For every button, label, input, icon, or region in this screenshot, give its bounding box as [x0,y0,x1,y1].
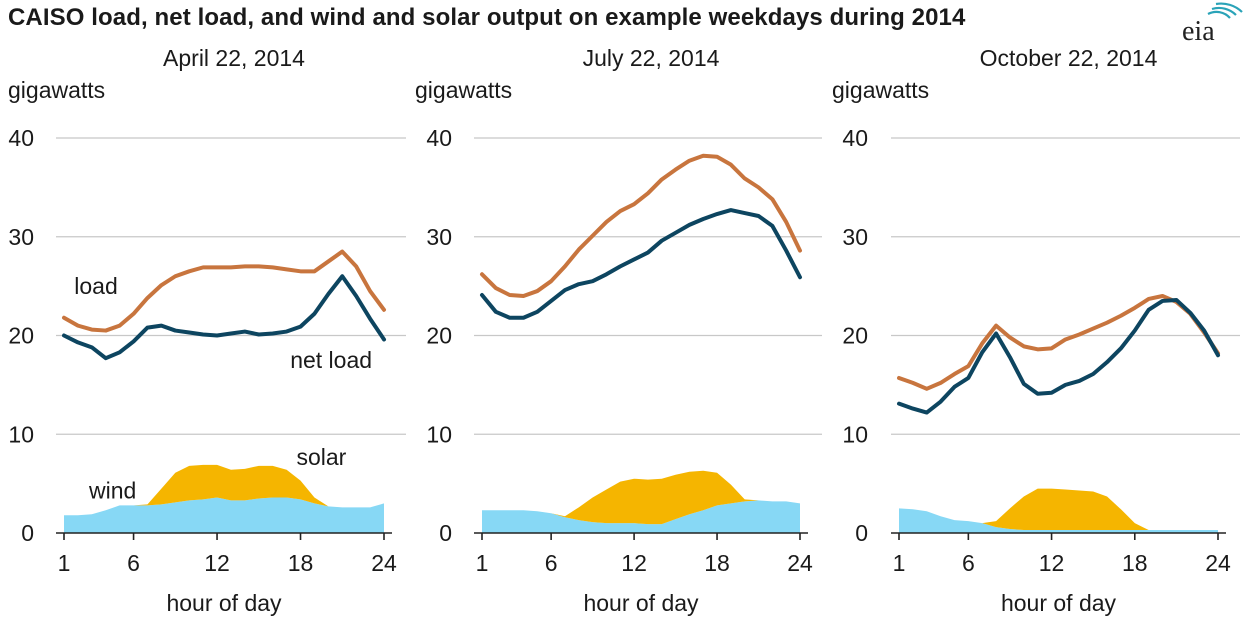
y-axis-label: gigawatts [832,77,929,103]
x-tick-label: 1 [476,550,489,576]
y-tick-label: 10 [8,421,34,447]
solar-area [482,470,800,525]
y-tick-label: 30 [8,224,34,250]
series-annotation-load: load [74,273,117,299]
x-tick-label: 18 [288,550,314,576]
x-tick-label: 12 [1039,550,1065,576]
x-tick-label: 12 [621,550,647,576]
y-tick-label: 30 [426,224,452,250]
logo-arc [1215,2,1243,13]
panel-title: April 22, 2014 [163,45,305,71]
solar-area [899,488,1218,531]
x-tick-label: 24 [371,550,397,576]
eia-logo-arcs-icon [1207,2,1243,19]
wind-area [899,508,1218,533]
y-tick-label: 0 [21,520,34,546]
y-tick-label: 20 [842,323,868,349]
y-tick-label: 20 [426,323,452,349]
x-tick-label: 6 [127,550,140,576]
series-annotation-net-load: net load [290,347,372,373]
chart-title: CAISO load, net load, and wind and solar… [8,4,966,31]
y-tick-label: 0 [439,520,452,546]
x-tick-label: 6 [962,550,975,576]
y-tick-label: 40 [426,125,452,151]
load-line [480,153,802,298]
x-tick-label: 24 [787,550,813,576]
chart-panel-1: April 22, 2014 gigawatts 0 10 20 30 40 1 6 12 18 24… [8,45,406,616]
y-tick-label: 0 [855,520,868,546]
panel-title: October 22, 2014 [980,45,1158,71]
series-annotation-solar: solar [296,444,346,470]
y-axis-label: gigawatts [8,77,105,103]
x-axis-label: hour of day [583,590,699,616]
net-load-line [480,208,802,320]
x-tick-label: 12 [204,550,230,576]
x-axis-label: hour of day [166,590,282,616]
x-tick-label: 24 [1205,550,1231,576]
y-tick-label: 30 [842,224,868,250]
wind-area [64,497,384,533]
x-axis-label: hour of day [1001,590,1117,616]
x-tick-label: 18 [1122,550,1148,576]
x-tick-label: 6 [545,550,558,576]
solar-area [64,464,384,516]
load-line [897,294,1220,391]
net-load-line [62,274,386,361]
y-tick-label: 10 [842,421,868,447]
chart-panel-2: July 22, 2014 gigawatts 0 10 20 30 40 1 6 12 18 24 h… [415,45,822,616]
eia-logo-text: eia [1182,16,1215,47]
y-tick-label: 40 [842,125,868,151]
panel-title: July 22, 2014 [583,45,720,71]
eia-logo: eia [1182,2,1243,47]
x-tick-label: 18 [704,550,730,576]
x-tick-label: 1 [58,550,71,576]
y-tick-label: 40 [8,125,34,151]
logo-arc [1207,10,1231,19]
chart-panel-3: October 22, 2014 gigawatts 0 10 20 30 40 1 6 12 18… [832,45,1240,616]
wind-area [482,500,800,533]
logo-arc [1211,6,1237,16]
y-tick-label: 10 [426,421,452,447]
y-tick-label: 20 [8,323,34,349]
net-load-line [897,297,1220,415]
series-annotation-wind: wind [88,477,136,503]
load-line [62,249,386,333]
x-tick-label: 1 [893,550,906,576]
y-axis-label: gigawatts [415,77,512,103]
